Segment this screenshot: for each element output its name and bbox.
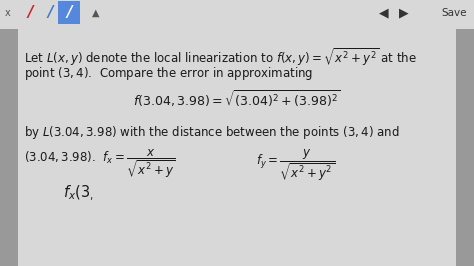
Text: $f_x(3_,$: $f_x(3_,$: [63, 184, 94, 203]
Text: $f(3.04,3.98) = \sqrt{(3.04)^2+(3.98)^2}$: $f(3.04,3.98) = \sqrt{(3.04)^2+(3.98)^2}…: [133, 89, 341, 110]
Text: /: /: [27, 5, 33, 20]
Text: point $(3,4)$.  Compare the error in approximating: point $(3,4)$. Compare the error in appr…: [24, 65, 313, 82]
Text: Save: Save: [441, 7, 467, 18]
Text: ▲: ▲: [92, 7, 100, 18]
Text: /: /: [66, 5, 72, 20]
Text: x: x: [5, 7, 11, 18]
Text: $(3.04,3.98)$.  $f_x = \dfrac{x}{\sqrt{x^2+y}}$: $(3.04,3.98)$. $f_x = \dfrac{x}{\sqrt{x^…: [24, 147, 175, 180]
Bar: [456, 29, 474, 266]
Text: by $L(3.04,3.98)$ with the distance between the points $(3,4)$ and: by $L(3.04,3.98)$ with the distance betw…: [24, 124, 400, 141]
Text: /: /: [47, 5, 53, 20]
Text: ▶: ▶: [399, 6, 409, 19]
Bar: [0, 29, 18, 266]
Text: ◀: ◀: [379, 6, 389, 19]
Text: $f_y = \dfrac{y}{\sqrt{x^2+y^2}}$: $f_y = \dfrac{y}{\sqrt{x^2+y^2}}$: [256, 147, 335, 183]
Bar: [58, 1, 80, 24]
Text: Let $L(x,y)$ denote the local linearization to $f(x,y)=\sqrt{x^2+y^2}$ at the: Let $L(x,y)$ denote the local linearizat…: [24, 47, 417, 69]
